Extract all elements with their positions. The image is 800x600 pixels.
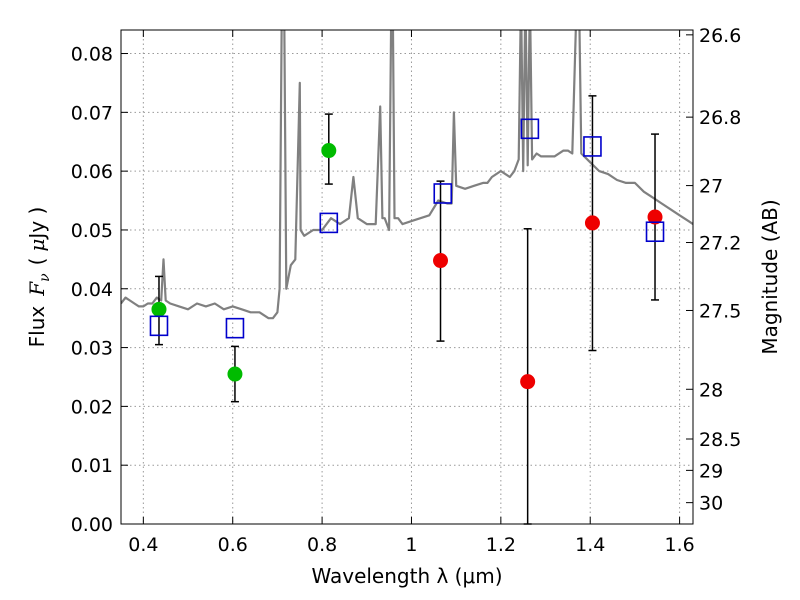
y-tick-label: 0.06 xyxy=(71,161,113,183)
y-axis-title-open: ( xyxy=(25,258,49,266)
x-tick-label: 0.6 xyxy=(218,534,248,556)
data-point-red xyxy=(520,374,536,390)
y2-tick-label: 28.5 xyxy=(699,429,741,451)
y-axis-title-mu: μ xyxy=(25,239,49,252)
model-photometry-square xyxy=(225,317,245,339)
model-photometry-square xyxy=(319,212,339,234)
x-tick-label: 0.8 xyxy=(307,534,337,556)
y-tick-label: 0.07 xyxy=(71,102,113,124)
plot-frame xyxy=(120,29,694,525)
y-tick-label: 0.05 xyxy=(71,220,113,242)
y2-tick-label: 29 xyxy=(699,460,723,482)
y-tick-label: 0.08 xyxy=(71,44,113,66)
y2-tick-label: 26.6 xyxy=(699,25,741,47)
y2-tick-label: 30 xyxy=(699,493,723,515)
y2-tick-label: 26.8 xyxy=(699,107,741,129)
y2-tick-label: 27.5 xyxy=(699,300,741,322)
y-tick-label: 0.02 xyxy=(71,396,113,418)
x-tick-label: 1.6 xyxy=(664,534,694,556)
grid-lines xyxy=(121,30,693,524)
axis-ticks: 0.4 0.6 0.8 1 1.2 1.4 1.6 0.00 0.01 0.02 0.03 0.04 0… xyxy=(71,25,742,556)
y2-axis-title: Magnitude (AB) xyxy=(758,199,782,354)
plot-background xyxy=(121,30,693,524)
y-axis-title: Flux Fν ( μJy ) xyxy=(25,207,53,348)
model-photometry-square xyxy=(433,183,453,204)
y-axis-title-flux: Flux xyxy=(25,306,49,348)
x-tick-label: 1.2 xyxy=(486,534,516,556)
data-point-red xyxy=(433,253,449,269)
y-tick-label: 0.03 xyxy=(71,338,113,360)
y-axis-title-f: F xyxy=(25,281,49,297)
y2-tick-label: 27.2 xyxy=(699,233,741,255)
data-point-red xyxy=(584,215,600,231)
y-tick-label: 0.01 xyxy=(71,455,113,477)
y-axis-title-nu: ν xyxy=(37,273,53,282)
y-tick-label: 0.04 xyxy=(71,279,113,301)
model-photometry-square xyxy=(645,221,665,243)
data-point-green xyxy=(321,143,337,159)
model-photometry-square xyxy=(583,136,602,157)
model-photometry-square xyxy=(520,118,540,140)
y-axis-title-jy: Jy ) xyxy=(25,207,49,241)
data-point-red xyxy=(647,209,663,225)
y-tick-label: 0.00 xyxy=(71,514,113,536)
y2-tick-label: 27 xyxy=(699,176,723,198)
x-tick-label: 1 xyxy=(405,534,417,556)
plot-area xyxy=(121,30,693,320)
x-axis-title: Wavelength λ (μm) xyxy=(311,564,502,588)
x-tick-label: 0.4 xyxy=(128,534,158,556)
y2-tick-label: 28 xyxy=(699,379,723,401)
x-tick-label: 1.4 xyxy=(575,534,605,556)
model-photometry-square xyxy=(149,315,169,337)
spectrum-line xyxy=(121,30,693,320)
data-point-green xyxy=(227,366,243,382)
data-point-green xyxy=(151,301,167,317)
markers-layer xyxy=(149,95,665,525)
